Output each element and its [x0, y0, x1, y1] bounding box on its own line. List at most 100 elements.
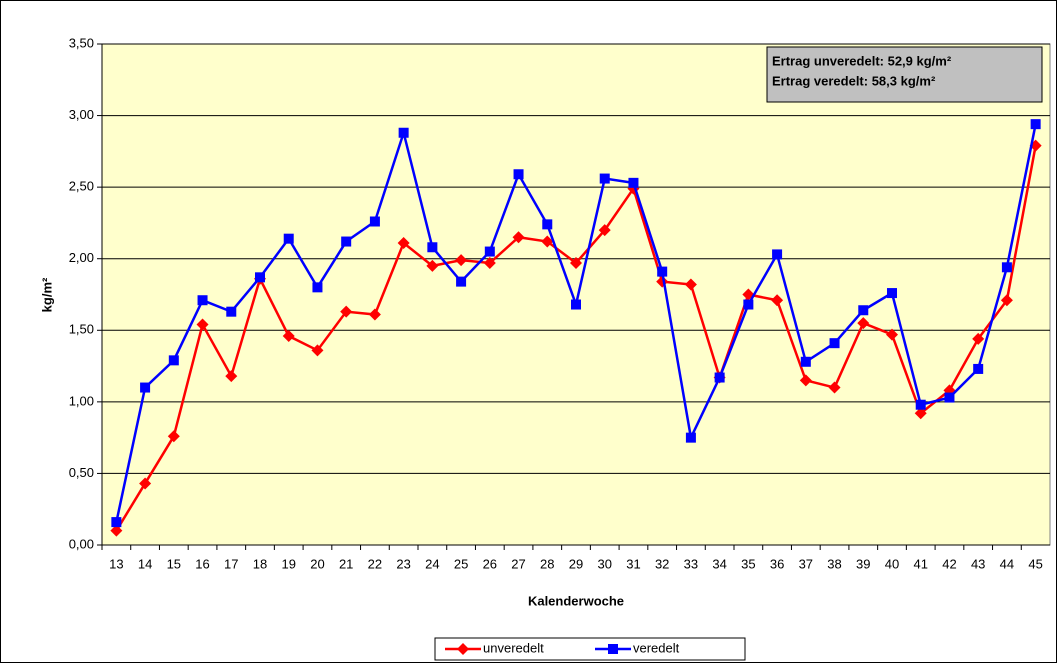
marker	[369, 216, 380, 227]
marker	[1000, 294, 1013, 307]
x-tick-label: 13	[109, 556, 123, 571]
x-tick-label: 29	[569, 556, 583, 571]
marker	[571, 299, 581, 310]
x-tick-label: 31	[626, 556, 640, 571]
marker	[714, 372, 725, 383]
marker	[799, 374, 812, 387]
marker	[800, 356, 811, 367]
marker	[168, 355, 179, 366]
marker	[1030, 119, 1041, 130]
marker	[743, 299, 754, 310]
x-tick-label: 33	[684, 556, 698, 571]
marker	[1001, 262, 1012, 273]
x-tick-label: 28	[540, 556, 554, 571]
marker	[225, 370, 238, 383]
marker	[914, 407, 927, 420]
legend-label: veredelt	[633, 640, 680, 655]
x-tick-label: 39	[856, 556, 870, 571]
marker	[598, 224, 611, 237]
x-tick-label: 21	[339, 556, 353, 571]
marker	[570, 257, 582, 270]
marker	[599, 173, 610, 184]
x-tick-label: 26	[483, 556, 497, 571]
y-tick-label: 0,00	[69, 536, 94, 551]
marker	[111, 517, 122, 528]
x-tick-label: 17	[224, 556, 238, 571]
marker	[771, 294, 784, 307]
x-tick-label: 43	[971, 556, 985, 571]
x-tick-label: 36	[770, 556, 784, 571]
marker	[857, 317, 870, 330]
marker	[397, 236, 410, 249]
x-tick-label: 25	[454, 556, 468, 571]
y-tick-label: 0,50	[69, 465, 94, 480]
y-tick-label: 2,00	[69, 250, 94, 265]
marker	[427, 242, 438, 253]
legend	[434, 637, 746, 661]
y-tick-label: 3,00	[69, 107, 94, 122]
marker	[140, 382, 151, 393]
x-tick-label: 37	[799, 556, 813, 571]
x-tick-label: 18	[253, 556, 267, 571]
marker	[455, 254, 468, 267]
marker	[886, 328, 898, 341]
marker	[456, 276, 467, 287]
annotation-box	[766, 46, 1043, 103]
marker	[312, 282, 323, 293]
marker	[483, 257, 496, 270]
y-tick-label: 3,50	[69, 35, 94, 50]
marker	[398, 127, 409, 138]
marker	[541, 235, 554, 248]
marker	[973, 363, 984, 374]
marker	[512, 231, 525, 244]
marker	[887, 288, 897, 299]
x-tick-label: 34	[712, 556, 726, 571]
legend-label: unveredelt	[483, 640, 544, 655]
marker	[196, 318, 209, 331]
marker	[484, 246, 495, 257]
y-tick-label: 1,00	[69, 393, 94, 408]
x-tick-label: 32	[655, 556, 669, 571]
y-tick-label: 2,50	[69, 179, 94, 194]
x-tick-label: 16	[195, 556, 209, 571]
marker	[972, 332, 985, 345]
marker	[628, 177, 639, 188]
marker	[944, 392, 955, 403]
marker	[513, 169, 524, 180]
x-tick-label: 27	[511, 556, 525, 571]
x-axis-label: Kalenderwoche	[528, 593, 624, 608]
x-tick-label: 42	[942, 556, 956, 571]
x-tick-label: 38	[827, 556, 841, 571]
x-tick-label: 20	[310, 556, 324, 571]
marker	[110, 524, 123, 537]
y-tick-label: 1,50	[69, 322, 94, 337]
x-tick-label: 23	[396, 556, 410, 571]
marker	[283, 233, 294, 244]
x-tick-label: 22	[368, 556, 382, 571]
x-tick-label: 24	[425, 556, 439, 571]
marker	[542, 219, 553, 230]
x-tick-label: 35	[741, 556, 755, 571]
marker	[197, 295, 208, 306]
x-tick-label: 45	[1028, 556, 1042, 571]
marker	[684, 278, 697, 291]
marker	[858, 305, 869, 316]
marker	[685, 432, 696, 443]
marker	[657, 266, 668, 277]
marker	[311, 344, 324, 357]
x-tick-label: 14	[138, 556, 152, 571]
y-axis-label: kg/m²	[39, 277, 54, 312]
annotation: Ertrag unveredelt: 52,9 kg/m²	[772, 53, 952, 68]
marker	[139, 477, 152, 490]
x-tick-label: 19	[281, 556, 295, 571]
x-tick-label: 15	[167, 556, 181, 571]
marker	[226, 306, 237, 317]
marker	[426, 259, 439, 272]
marker	[282, 330, 295, 343]
marker	[368, 308, 381, 321]
annotation: Ertrag veredelt: 58,3 kg/m²	[772, 73, 936, 88]
x-tick-label: 44	[1000, 556, 1014, 571]
marker	[772, 249, 783, 260]
marker	[255, 272, 265, 283]
